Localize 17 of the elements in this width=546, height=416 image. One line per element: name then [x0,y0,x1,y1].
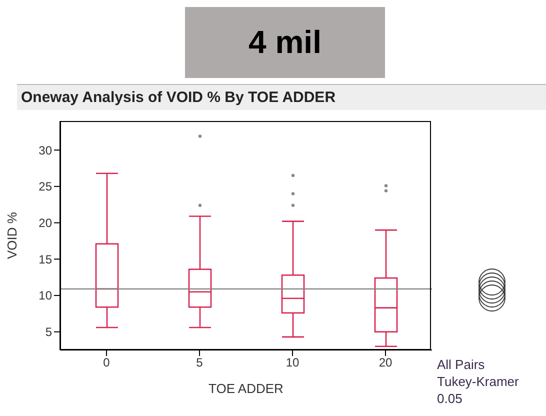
y-tick-label: 5 [45,325,52,340]
y-tick-label: 25 [38,180,52,194]
text: All Pairs [437,356,486,373]
x-tick-label: 5 [196,356,204,370]
y-axis-title: VOID % [4,212,20,259]
y-tick-label: 15 [38,252,52,266]
y-tick-label: 30 [38,143,52,158]
x-tick-label: 20 [378,356,392,370]
chart-title: 4 mil [185,7,385,78]
x-tick-label: 10 [286,356,300,370]
chart-subtitle: Oneway Analysis of VOID % By TOE ADDER [17,84,546,110]
x-axis-title: TOE ADDER [208,381,284,396]
text: Tukey-Kramer [437,373,519,390]
y-tick-label: 10 [38,288,52,303]
y-tick-label: 20 [38,216,52,230]
x-tick-label: 0 [103,356,110,370]
text: 0.05 [437,390,464,407]
